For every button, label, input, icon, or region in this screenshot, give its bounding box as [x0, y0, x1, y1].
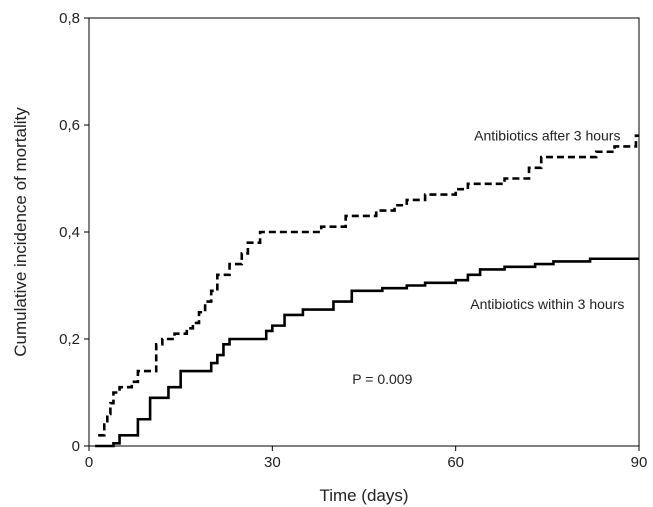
x-tick-label: 60 — [447, 454, 464, 471]
annotation-label: P = 0.009 — [352, 371, 412, 387]
y-tick-label: 0 — [72, 438, 80, 455]
y-tick-label: 0,2 — [59, 331, 80, 348]
annotation-label: Antibiotics within 3 hours — [470, 296, 624, 312]
series-line-after-3h — [98, 134, 639, 437]
series-line-within-3h — [95, 257, 639, 448]
y-tick-label: 0,8 — [59, 10, 80, 27]
y-tick-label: 0,6 — [59, 117, 80, 134]
annotations: Antibiotics after 3 hours Antibiotics wit… — [352, 128, 624, 387]
x-tick-label: 90 — [631, 454, 648, 471]
y-tick-label: 0,4 — [59, 224, 80, 241]
x-axis-title: Time (days) — [319, 486, 408, 505]
y-axis-title: Cumulative incidence of mortality — [11, 107, 30, 357]
series-lines — [95, 134, 639, 448]
x-tick-label: 0 — [85, 454, 93, 471]
annotation-label: Antibiotics after 3 hours — [474, 128, 620, 144]
axis-ticks: 0 30 60 90 0 0,2 0,4 0,6 0,8 — [59, 10, 647, 471]
x-tick-label: 30 — [264, 454, 281, 471]
